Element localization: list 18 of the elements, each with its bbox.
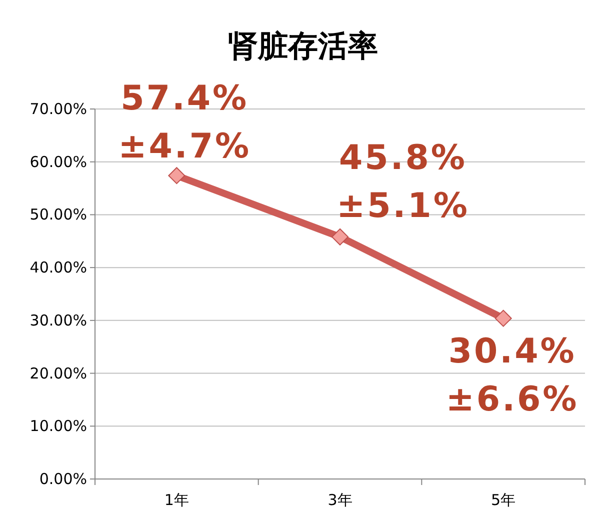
x-tick-label: 1年: [164, 491, 189, 509]
data-label: 45.8% ±5.1%: [336, 138, 470, 226]
y-tick-label: 0.00%: [39, 470, 87, 488]
point: [494, 310, 512, 327]
x-tick-label: 5年: [491, 491, 516, 509]
y-tick-label: 50.00%: [30, 206, 87, 224]
point: [332, 228, 348, 246]
y-tick-label: 30.00%: [30, 311, 87, 330]
y-tick-label: 60.00%: [30, 152, 87, 171]
point: [168, 167, 186, 184]
y-tick-label: 70.00%: [30, 100, 87, 118]
chart-title: 肾脏存活率: [228, 29, 378, 64]
y-tick-label: 40.00%: [30, 258, 87, 277]
x-tick-label: 3年: [328, 491, 352, 509]
data-label: 57.4% ±4.7%: [118, 78, 252, 167]
y-tick-label: 20.00%: [30, 364, 87, 382]
y-tick-label: 10.00%: [30, 417, 87, 436]
data-label: 30.4% ±6.6%: [446, 331, 579, 420]
